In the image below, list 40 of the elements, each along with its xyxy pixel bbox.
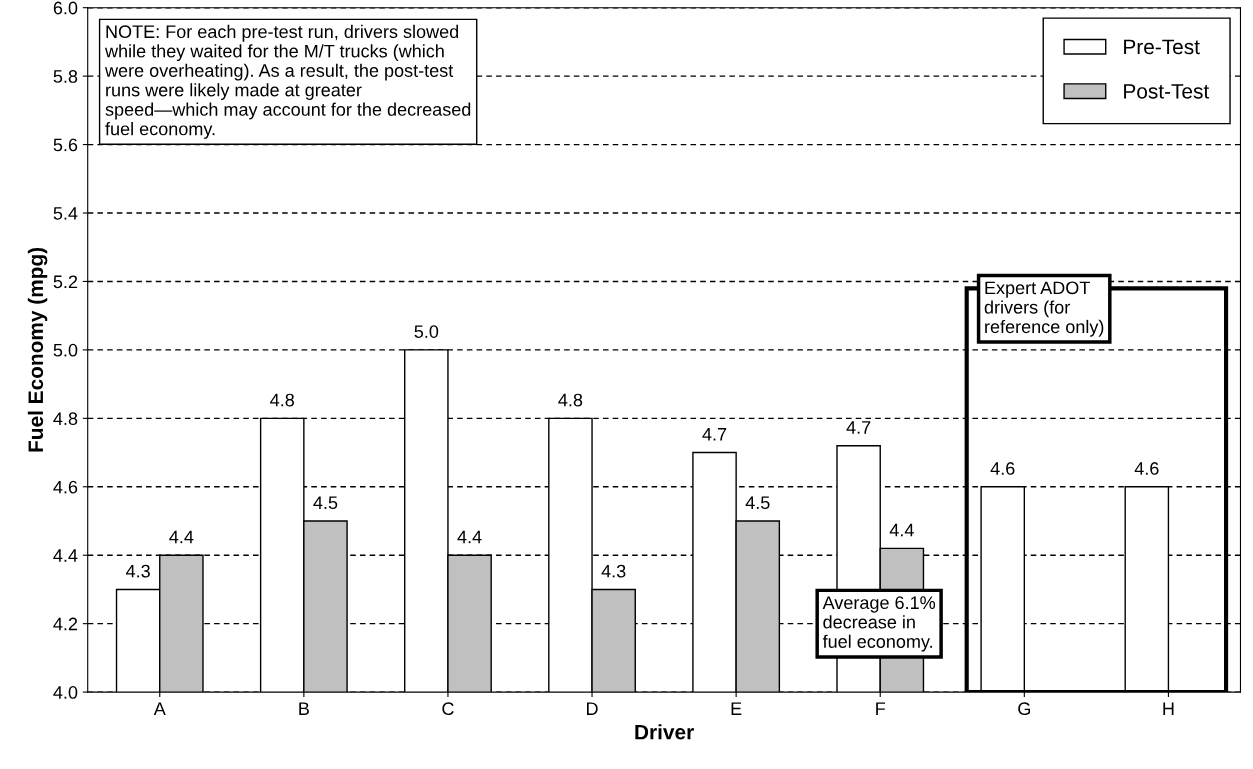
text: 5.4 <box>53 207 78 220</box>
text: 5.6 <box>53 138 78 152</box>
x-tick-label: D <box>587 702 598 715</box>
text: 6.0 <box>53 1 78 15</box>
data-label: 4.3 <box>126 564 150 578</box>
data-label: 4.5 <box>745 496 770 510</box>
data-label: 4.5 <box>313 496 338 510</box>
text: 5.2 <box>53 275 78 289</box>
x-tick-label: E <box>731 702 742 715</box>
data-label: 4.8 <box>558 393 583 407</box>
x-axis-title: Driver <box>635 724 694 740</box>
data-label: 4.3 <box>601 564 626 578</box>
annotation: Expert ADOT drivers (for reference only) <box>984 281 1104 337</box>
data-label: 4.7 <box>702 428 727 441</box>
data-label: 4.4 <box>457 530 482 544</box>
legend-label: Post-Test <box>1124 84 1210 99</box>
data-label: 4.6 <box>990 462 1015 475</box>
text: 4.4 <box>53 549 78 562</box>
legend-label: Pre-Test <box>1124 39 1200 55</box>
data-label: 4.6 <box>1134 462 1159 475</box>
data-label: 4.7 <box>846 421 871 434</box>
data-label: 4.4 <box>169 530 194 544</box>
text: 4.0 <box>53 686 78 699</box>
data-label: 4.8 <box>270 393 294 407</box>
annotation: NOTE: For each pre-test run, drivers slowed while they waited for the M/T trucks (which were overheating). As a result, the post-test runs were likely made at greater speed—which may account for the decreased fuel economy. <box>104 24 471 139</box>
text: 5.8 <box>53 70 78 83</box>
x-tick-label: B <box>299 702 309 715</box>
annotation: Average 6.1% decrease in fuel economy. <box>822 596 936 652</box>
x-tick-label: G <box>1018 702 1030 716</box>
x-tick-label: C <box>442 702 454 716</box>
data-label: 5.0 <box>414 325 439 338</box>
data-label: 4.4 <box>889 523 914 537</box>
text: 4.2 <box>53 617 78 631</box>
y-axis-title: Fuel Economy (mpg) <box>27 247 48 452</box>
text: 4.8 <box>53 412 78 426</box>
x-tick-label: F <box>876 702 886 715</box>
x-tick-label: A <box>153 702 166 715</box>
text: 4.6 <box>53 480 78 494</box>
text: 5.0 <box>53 343 78 357</box>
x-tick-label: H <box>1163 702 1174 715</box>
